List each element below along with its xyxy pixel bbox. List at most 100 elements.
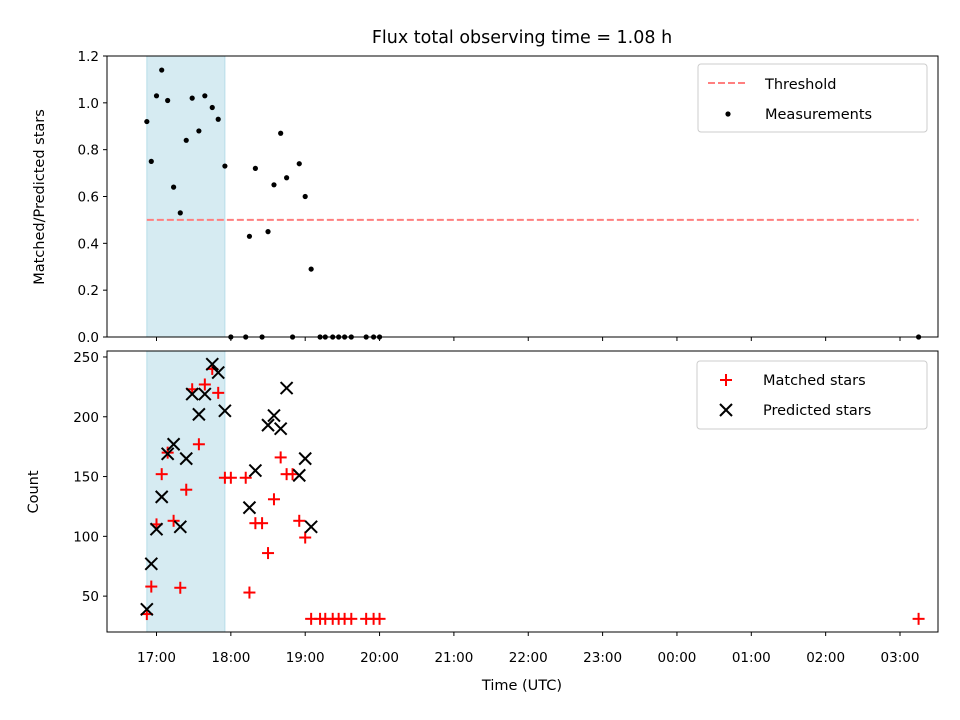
legend-matched-swatch bbox=[720, 374, 732, 386]
predicted-star-point bbox=[173, 520, 187, 534]
matched-star-point bbox=[274, 451, 287, 464]
bottom-plot-area bbox=[140, 350, 925, 633]
matched-star-point bbox=[256, 517, 269, 530]
matched-star-point bbox=[267, 493, 280, 506]
matched-star-point bbox=[345, 612, 358, 625]
top-y-tick-label: 0.4 bbox=[78, 236, 99, 252]
matched-star-point bbox=[145, 580, 158, 593]
measurement-point bbox=[159, 67, 165, 73]
top-panel: 0.0 0.2 0.4 0.6 0.8 1.0 1.2 Matched/Predicted … bbox=[32, 49, 939, 346]
top-shaded-span bbox=[146, 55, 226, 338]
bottom-axes-frame bbox=[106, 350, 939, 633]
measurement-point bbox=[165, 97, 171, 104]
matched-star-point bbox=[243, 586, 256, 599]
top-x-ticks bbox=[156, 337, 901, 341]
top-y-tick-label: 0.8 bbox=[78, 143, 99, 159]
x-tick-label: 18:00 bbox=[211, 650, 250, 666]
legend-measurements-swatch bbox=[725, 111, 731, 117]
bottom-panel: 50 100 150 200 250 17:00 18:00 19:00 20:00 21:00… bbox=[26, 350, 939, 694]
legend-predicted-swatch bbox=[719, 403, 733, 417]
measurement-point bbox=[265, 229, 271, 235]
x-tick-label: 02:00 bbox=[806, 650, 845, 666]
measurement-point bbox=[183, 137, 189, 143]
measurement-point bbox=[177, 210, 183, 216]
top-y-tick-label: 0.2 bbox=[78, 283, 99, 299]
top-y-axis-label: Matched/Predicted stars bbox=[32, 109, 48, 285]
measurement-point bbox=[278, 130, 284, 136]
predicted-star-point bbox=[273, 422, 288, 436]
legend-measurements-label: Measurements bbox=[765, 107, 872, 123]
matched-star-point bbox=[192, 438, 205, 451]
predicted-star-point bbox=[267, 408, 281, 423]
top-plot-area bbox=[144, 55, 922, 340]
matched-star-point bbox=[373, 612, 386, 625]
matched-star-point bbox=[239, 471, 252, 484]
top-y-tick-label: 0.6 bbox=[78, 190, 99, 206]
matched-star-point bbox=[155, 468, 168, 481]
matched-star-point bbox=[912, 612, 925, 625]
matched-star-point bbox=[293, 514, 306, 527]
measurement-point bbox=[153, 93, 160, 99]
bottom-y-tick-label: 100 bbox=[73, 529, 99, 545]
measurement-point bbox=[148, 158, 154, 164]
x-tick-label: 23:00 bbox=[583, 650, 622, 666]
predicted-star-point bbox=[304, 520, 318, 534]
x-tick-label: 17:00 bbox=[137, 650, 176, 666]
predicted-star-point bbox=[144, 557, 159, 571]
matched-star-point bbox=[174, 581, 187, 594]
bottom-legend-box bbox=[696, 360, 928, 430]
predicted-star-point bbox=[211, 365, 225, 380]
chart-title: Flux total observing time = 1.08 h bbox=[372, 28, 672, 48]
bottom-y-ticks: 50 100 150 200 250 bbox=[73, 350, 107, 605]
bottom-y-tick-label: 250 bbox=[73, 350, 99, 366]
predicted-star-point bbox=[140, 602, 154, 616]
measurement-point bbox=[308, 266, 314, 272]
measurement-point bbox=[209, 104, 215, 111]
bottom-y-tick-label: 50 bbox=[82, 589, 99, 605]
predicted-star-point bbox=[279, 381, 294, 395]
legend-predicted-label: Predicted stars bbox=[763, 403, 871, 419]
legend-threshold-label: Threshold bbox=[764, 77, 836, 93]
measurement-point bbox=[252, 165, 258, 171]
predicted-star-point bbox=[248, 463, 263, 478]
x-tick-label: 03:00 bbox=[881, 650, 920, 666]
measurement-point bbox=[246, 233, 253, 239]
x-tick-label: 20:00 bbox=[360, 650, 399, 666]
top-legend: Threshold Measurements bbox=[697, 63, 928, 133]
predicted-star-point bbox=[160, 447, 175, 461]
measurement-point bbox=[284, 175, 290, 181]
x-tick-label: 21:00 bbox=[434, 650, 473, 666]
x-tick-label: 00:00 bbox=[657, 650, 696, 666]
x-tick-label: 19:00 bbox=[286, 650, 325, 666]
top-y-tick-label: 1.0 bbox=[78, 96, 99, 112]
predicted-star-point bbox=[166, 437, 181, 451]
measurement-point bbox=[189, 95, 195, 101]
predicted-star-point bbox=[242, 500, 257, 515]
measurement-point bbox=[202, 93, 208, 99]
bottom-y-tick-label: 200 bbox=[73, 410, 99, 426]
measurement-point bbox=[271, 182, 277, 188]
measurement-point bbox=[171, 184, 177, 190]
predicted-star-point bbox=[149, 522, 164, 536]
measurement-point bbox=[302, 193, 308, 200]
measurement-point bbox=[222, 163, 228, 169]
matched-star-point bbox=[224, 471, 237, 484]
measurement-point bbox=[196, 128, 202, 134]
predicted-star-point bbox=[292, 468, 306, 483]
predicted-star-point bbox=[185, 387, 199, 401]
x-tick-label: 01:00 bbox=[732, 650, 771, 666]
measurement-point bbox=[215, 116, 221, 122]
predicted-star-point bbox=[218, 404, 232, 418]
matched-star-point bbox=[286, 468, 299, 481]
x-axis-label: Time (UTC) bbox=[481, 678, 562, 694]
predicted-star-point bbox=[205, 357, 219, 371]
bottom-legend: Matched stars Predicted stars bbox=[696, 360, 928, 430]
matched-star-point bbox=[198, 378, 211, 391]
predicted-star-point bbox=[261, 418, 275, 432]
predicted-star-point bbox=[298, 451, 312, 466]
top-legend-box bbox=[697, 63, 928, 133]
legend-matched-label: Matched stars bbox=[763, 373, 866, 389]
matched-star-point bbox=[167, 514, 180, 527]
matched-star-point bbox=[180, 483, 193, 496]
